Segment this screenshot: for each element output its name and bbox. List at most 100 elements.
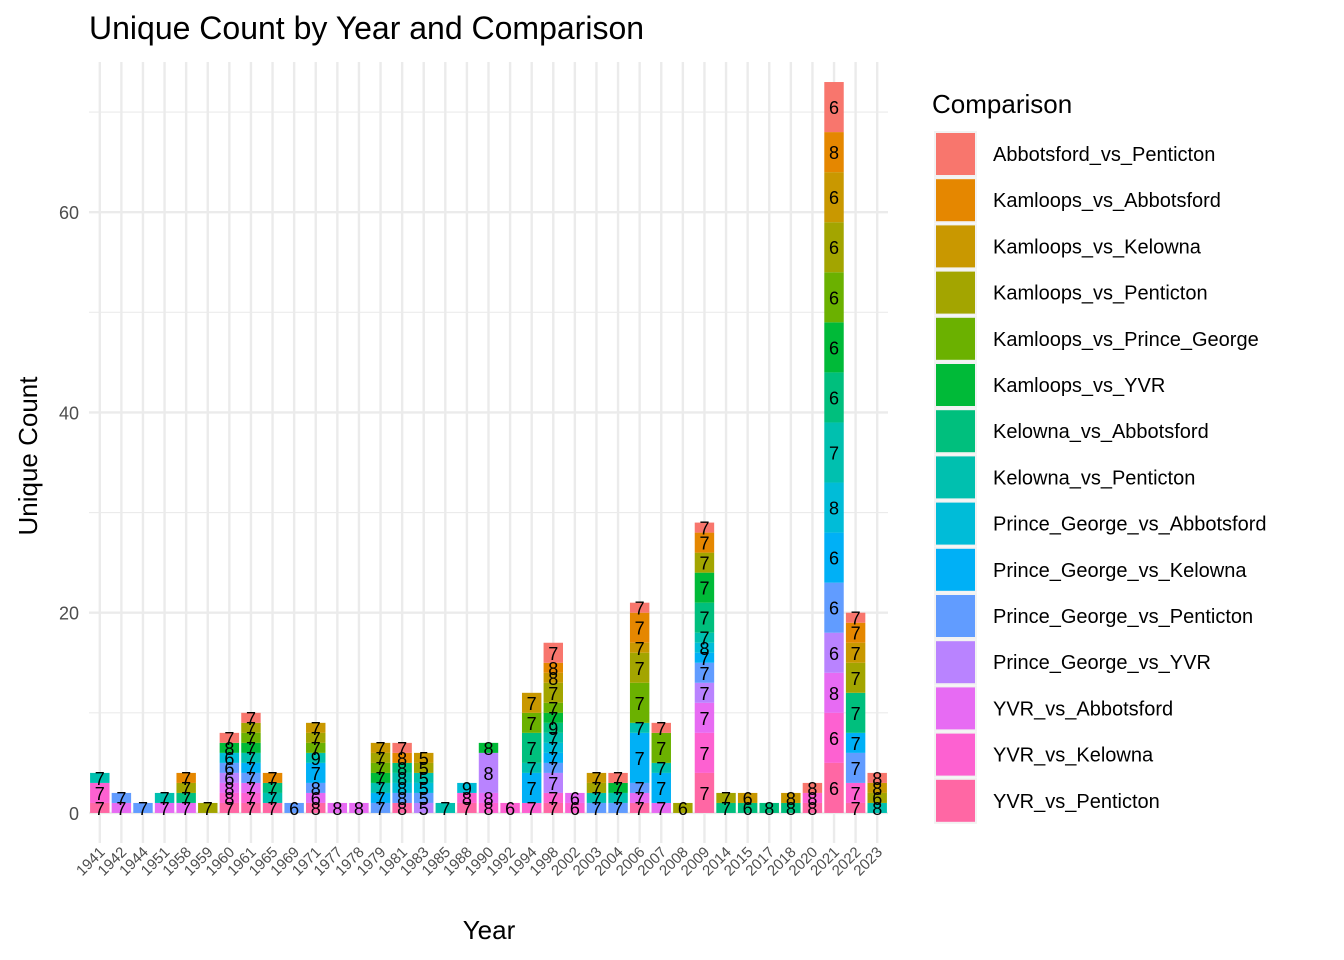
bar-segment [824, 762, 844, 813]
bar-segment [306, 722, 326, 733]
bar-segment [306, 782, 326, 793]
segment-label: 7 [851, 669, 861, 689]
bar-segment [651, 772, 671, 803]
segment-label: 7 [246, 759, 256, 779]
bar-segment [457, 792, 477, 803]
x-axis-title: Year [463, 915, 516, 945]
segment-label: 8 [872, 799, 882, 819]
legend: Comparison Abbotsford_vs_Penticton Kamloo… [932, 89, 1267, 824]
bar-segment [694, 522, 715, 533]
segment-label: 6 [829, 549, 839, 569]
bar-segment [716, 802, 736, 813]
segment-label: 8 [829, 143, 839, 163]
y-tick-label: 20 [59, 604, 79, 624]
bar-segment [824, 712, 844, 763]
bar-segment [392, 752, 412, 763]
bars [90, 82, 887, 813]
bar-segment [845, 642, 866, 663]
bar-segment [802, 792, 823, 803]
bar-segment [521, 802, 542, 813]
bar-segment [824, 272, 844, 323]
legend-swatch [936, 595, 975, 637]
bar-segment [867, 802, 887, 813]
bar-segment [370, 802, 391, 813]
bar-segment [694, 652, 715, 663]
segment-label: 7 [699, 579, 709, 599]
legend-label: Kamloops_vs_Kelowna [993, 236, 1202, 258]
legend-swatch [936, 779, 975, 822]
segment-label: 7 [721, 789, 731, 809]
segment-label: 7 [613, 769, 623, 789]
segment-label: 7 [699, 519, 709, 539]
segment-label: 7 [851, 799, 861, 819]
bar-segment [241, 742, 261, 753]
segment-label: 8 [311, 799, 321, 819]
segment-label: 7 [656, 719, 666, 739]
bar-segment [413, 752, 434, 763]
segment-label: 7 [699, 649, 709, 669]
bar-segment [824, 322, 844, 373]
bar-segment [370, 742, 391, 753]
bar-segment [241, 792, 261, 803]
bar-segment [694, 732, 715, 773]
segment-label: 8 [483, 789, 493, 809]
bar-segment [543, 802, 564, 813]
y-tick-label: 40 [59, 403, 79, 423]
segment-label: 7 [181, 779, 191, 799]
segment-label: 8 [397, 789, 407, 809]
segment-label: 8 [397, 749, 407, 769]
segment-label: 7 [548, 684, 558, 704]
bar-segment [306, 742, 326, 753]
bar-segment [673, 802, 693, 813]
bar-segment [413, 772, 434, 783]
segment-label: 6 [224, 759, 234, 779]
bar-segment [845, 782, 866, 803]
segment-label: 8 [354, 799, 364, 819]
bar-segment [845, 802, 866, 813]
bar-segment [284, 802, 304, 813]
segment-label: 6 [224, 749, 234, 769]
segment-label: 7 [181, 769, 191, 789]
legend-label: YVR_vs_Penticton [993, 791, 1160, 813]
bar-segment [824, 482, 844, 533]
bar-segment [694, 702, 715, 733]
segment-label: 7 [376, 769, 386, 789]
legend-label: Kelowna_vs_Abbotsford [993, 421, 1209, 443]
bar-segment [629, 722, 650, 733]
segment-label: 7 [635, 619, 645, 639]
bar-segment [802, 802, 823, 813]
segment-label: 7 [635, 799, 645, 819]
legend-swatch [936, 502, 975, 545]
bar-segment [694, 662, 715, 683]
segment-label: 7 [635, 639, 645, 659]
segment-label: 7 [181, 789, 191, 809]
legend-label: Prince_George_vs_Kelowna [993, 560, 1247, 582]
segment-label: 7 [246, 739, 256, 759]
bar-segment [565, 802, 585, 813]
bar-segment [651, 802, 671, 813]
segment-label: 8 [829, 684, 839, 704]
bar-segment [370, 782, 391, 793]
segment-label: 7 [548, 799, 558, 819]
segment-label: 8 [483, 739, 493, 759]
segment-label: 7 [527, 714, 537, 734]
segment-label: 6 [678, 799, 688, 819]
bar-segment [824, 532, 844, 583]
segment-label: 7 [462, 799, 472, 819]
bar-segment [90, 782, 110, 803]
segment-label: 7 [376, 759, 386, 779]
segment-label: 7 [527, 694, 537, 714]
bar-segment [306, 792, 326, 803]
segment-label: 7 [851, 759, 861, 779]
bar-segment [478, 792, 499, 803]
segment-label: 7 [376, 739, 386, 759]
segment-label: 7 [656, 779, 666, 799]
bar-segment [457, 782, 477, 793]
bar-segment [219, 782, 240, 793]
bar-segment [694, 772, 715, 813]
bar-segment [306, 802, 326, 813]
bar-segment [219, 802, 240, 813]
bar-segment [845, 622, 866, 643]
bar-segment [629, 802, 650, 813]
